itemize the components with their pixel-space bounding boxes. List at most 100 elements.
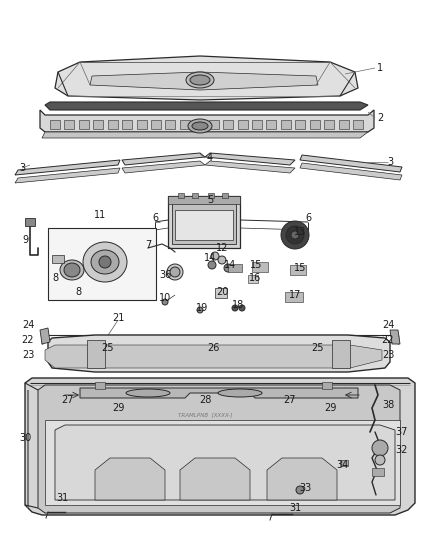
Bar [50, 120, 60, 129]
Text: 21: 21 [112, 313, 124, 323]
Polygon shape [45, 420, 400, 505]
Bar [151, 120, 161, 129]
Text: 25: 25 [312, 343, 324, 353]
Polygon shape [55, 425, 395, 500]
Text: 6: 6 [152, 213, 158, 223]
Bar [175, 210, 233, 240]
Text: 37: 37 [396, 427, 408, 437]
Bar [266, 120, 276, 129]
Text: 8: 8 [75, 287, 81, 297]
Polygon shape [45, 102, 368, 110]
Text: TRAMLPNB  [XXXX-]: TRAMLPNB [XXXX-] [178, 413, 232, 417]
Text: 13: 13 [294, 227, 306, 237]
Polygon shape [55, 56, 358, 100]
Bar [252, 120, 262, 129]
Ellipse shape [188, 119, 212, 133]
Text: 9: 9 [22, 235, 28, 245]
Bar [166, 120, 176, 129]
Text: 25: 25 [102, 343, 114, 353]
Text: 33: 33 [299, 483, 311, 493]
Ellipse shape [64, 263, 80, 277]
Polygon shape [205, 161, 295, 173]
Text: 3: 3 [387, 157, 393, 167]
Text: 7: 7 [145, 240, 151, 250]
Polygon shape [42, 132, 368, 138]
Text: 34: 34 [336, 460, 348, 470]
Text: 12: 12 [216, 243, 228, 253]
Text: 22: 22 [382, 335, 394, 345]
Circle shape [167, 264, 183, 280]
Bar [215, 288, 227, 298]
Circle shape [286, 226, 304, 244]
Polygon shape [267, 458, 337, 500]
Bar [25, 218, 35, 226]
Bar [310, 120, 320, 129]
Bar [168, 196, 240, 204]
Circle shape [162, 299, 168, 305]
Bar [290, 265, 306, 275]
Bar [248, 275, 258, 283]
Circle shape [232, 305, 238, 311]
Bar [208, 193, 214, 198]
Polygon shape [300, 155, 402, 172]
Polygon shape [15, 168, 120, 183]
Text: 6: 6 [305, 213, 311, 223]
Circle shape [197, 307, 203, 313]
Text: 1: 1 [377, 63, 383, 73]
Text: 18: 18 [232, 300, 244, 310]
Text: 26: 26 [207, 343, 219, 353]
Polygon shape [45, 345, 382, 368]
Polygon shape [122, 161, 205, 173]
Text: 23: 23 [22, 350, 34, 360]
Text: 24: 24 [382, 320, 394, 330]
Text: 19: 19 [196, 303, 208, 313]
Text: 10: 10 [159, 293, 171, 303]
Bar [122, 120, 132, 129]
Bar [209, 120, 219, 129]
Text: 14: 14 [204, 253, 216, 263]
Polygon shape [180, 458, 250, 500]
Bar [95, 382, 105, 389]
Bar [223, 120, 233, 129]
Polygon shape [205, 153, 295, 165]
Polygon shape [25, 378, 415, 515]
Circle shape [170, 267, 180, 277]
Text: 28: 28 [199, 395, 211, 405]
Bar [252, 262, 268, 272]
Bar [79, 120, 89, 129]
Text: 20: 20 [216, 287, 228, 297]
Circle shape [281, 221, 309, 249]
Text: 29: 29 [324, 403, 336, 413]
Text: 15: 15 [250, 260, 262, 270]
Circle shape [218, 256, 226, 264]
Bar [172, 200, 236, 244]
Bar [372, 468, 384, 476]
Polygon shape [38, 385, 400, 513]
Bar [48, 228, 156, 300]
Ellipse shape [83, 242, 127, 282]
Text: 29: 29 [112, 403, 124, 413]
Bar [87, 340, 105, 368]
Text: 32: 32 [396, 445, 408, 455]
Circle shape [239, 305, 245, 311]
Ellipse shape [218, 389, 262, 397]
Circle shape [296, 486, 304, 494]
Bar [228, 264, 242, 272]
Text: 4: 4 [207, 153, 213, 163]
Ellipse shape [60, 260, 84, 280]
Ellipse shape [91, 250, 119, 274]
Polygon shape [300, 163, 402, 180]
Text: 16: 16 [249, 273, 261, 283]
Polygon shape [48, 335, 390, 372]
Text: 2: 2 [377, 113, 383, 123]
Text: 30: 30 [19, 433, 31, 443]
Text: 14: 14 [224, 260, 236, 270]
Text: 15: 15 [294, 263, 306, 273]
Text: 11: 11 [94, 210, 106, 220]
Bar [180, 120, 190, 129]
Ellipse shape [192, 122, 208, 130]
Text: 27: 27 [284, 395, 296, 405]
Bar [353, 120, 363, 129]
Bar [324, 120, 334, 129]
Circle shape [208, 261, 216, 269]
